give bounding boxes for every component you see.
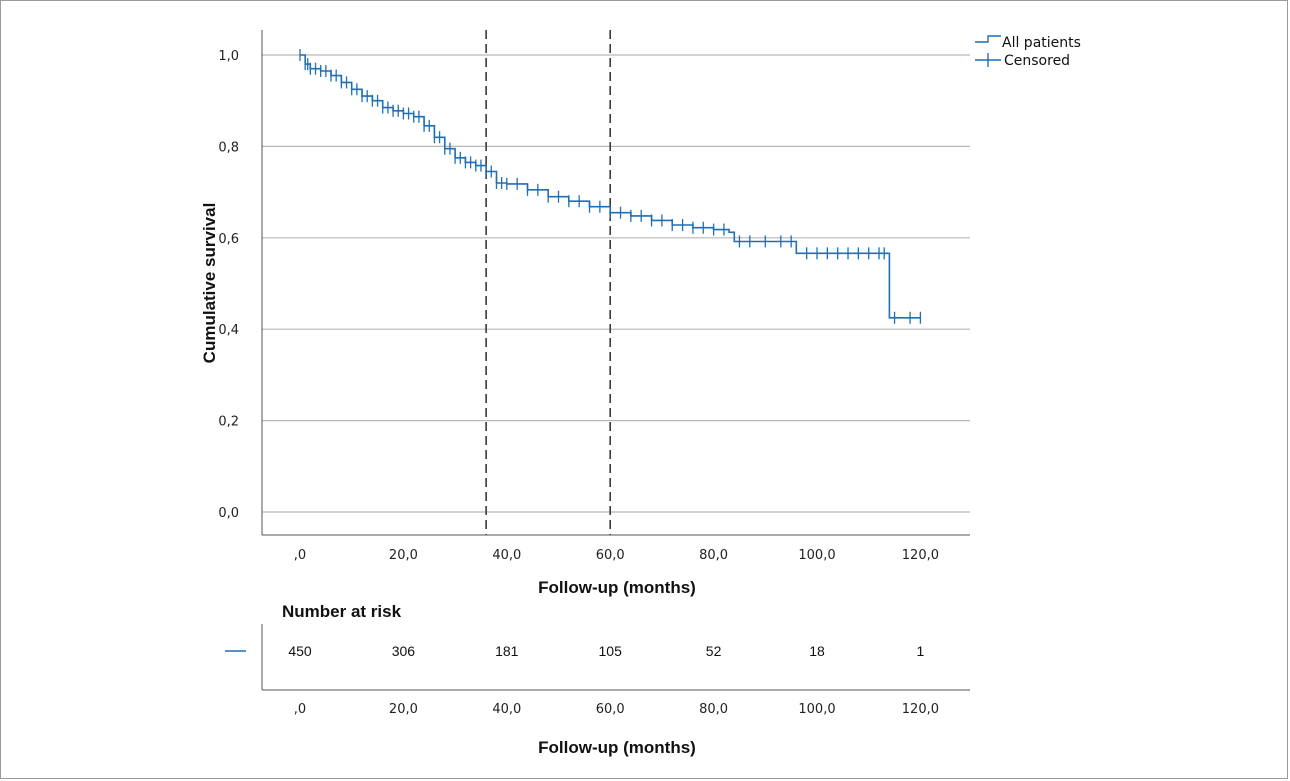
risk-x-tick-label-6: 120,0 bbox=[902, 702, 939, 717]
risk-x-tick-label-4: 80,0 bbox=[699, 702, 728, 717]
y-tick-label-3: 0,6 bbox=[218, 232, 239, 247]
legend-censored-label: Censored bbox=[1004, 53, 1070, 69]
legend-all-patients-swatch bbox=[975, 35, 1001, 43]
risk-count-5: 18 bbox=[809, 643, 825, 659]
x-tick-label-5: 100,0 bbox=[798, 548, 835, 563]
risk-x-tick-labels: ,0 20,0 40,0 60,0 80,0 100,0 120,0 bbox=[294, 702, 939, 717]
x-axis-title: Follow-up (months) bbox=[538, 578, 696, 597]
y-tick-labels: 0,0 0,2 0,4 0,6 0,8 1,0 bbox=[218, 49, 239, 521]
risk-count-3: 105 bbox=[599, 643, 623, 659]
risk-x-axis-title: Follow-up (months) bbox=[538, 738, 696, 757]
risk-count-2: 181 bbox=[495, 643, 519, 659]
y-tick-label-5: 1,0 bbox=[218, 49, 239, 64]
x-tick-label-6: 120,0 bbox=[902, 548, 939, 563]
risk-x-tick-label-5: 100,0 bbox=[798, 702, 835, 717]
y-axis-title: Cumulative survival bbox=[200, 203, 219, 364]
risk-x-tick-label-1: 20,0 bbox=[389, 702, 418, 717]
reference-lines bbox=[485, 30, 612, 535]
risk-count-0: 450 bbox=[288, 643, 312, 659]
x-tick-labels: ,0 20,0 40,0 60,0 80,0 100,0 120,0 bbox=[294, 548, 939, 563]
x-tick-label-4: 80,0 bbox=[699, 548, 728, 563]
y-tick-label-1: 0,2 bbox=[218, 415, 239, 430]
risk-x-tick-label-0: ,0 bbox=[294, 702, 306, 717]
risk-table-title: Number at risk bbox=[282, 602, 402, 621]
risk-counts: 450 306 181 105 52 18 1 bbox=[288, 643, 924, 659]
legend: All patients Censored bbox=[975, 35, 1081, 69]
risk-x-tick-label-2: 40,0 bbox=[492, 702, 521, 717]
y-tick-label-4: 0,8 bbox=[218, 140, 239, 155]
x-tick-label-1: 20,0 bbox=[389, 548, 418, 563]
y-tick-label-2: 0,4 bbox=[218, 323, 239, 338]
x-tick-label-0: ,0 bbox=[294, 548, 306, 563]
y-tick-label-0: 0,0 bbox=[218, 506, 239, 521]
risk-x-tick-label-3: 60,0 bbox=[596, 702, 625, 717]
risk-count-4: 52 bbox=[706, 643, 722, 659]
x-tick-label-3: 60,0 bbox=[596, 548, 625, 563]
risk-count-6: 1 bbox=[917, 643, 925, 659]
censor-marks bbox=[299, 49, 922, 324]
grid-lines bbox=[262, 54, 970, 513]
risk-count-1: 306 bbox=[392, 643, 416, 659]
x-tick-label-2: 40,0 bbox=[492, 548, 521, 563]
legend-all-patients-label: All patients bbox=[1002, 35, 1081, 51]
